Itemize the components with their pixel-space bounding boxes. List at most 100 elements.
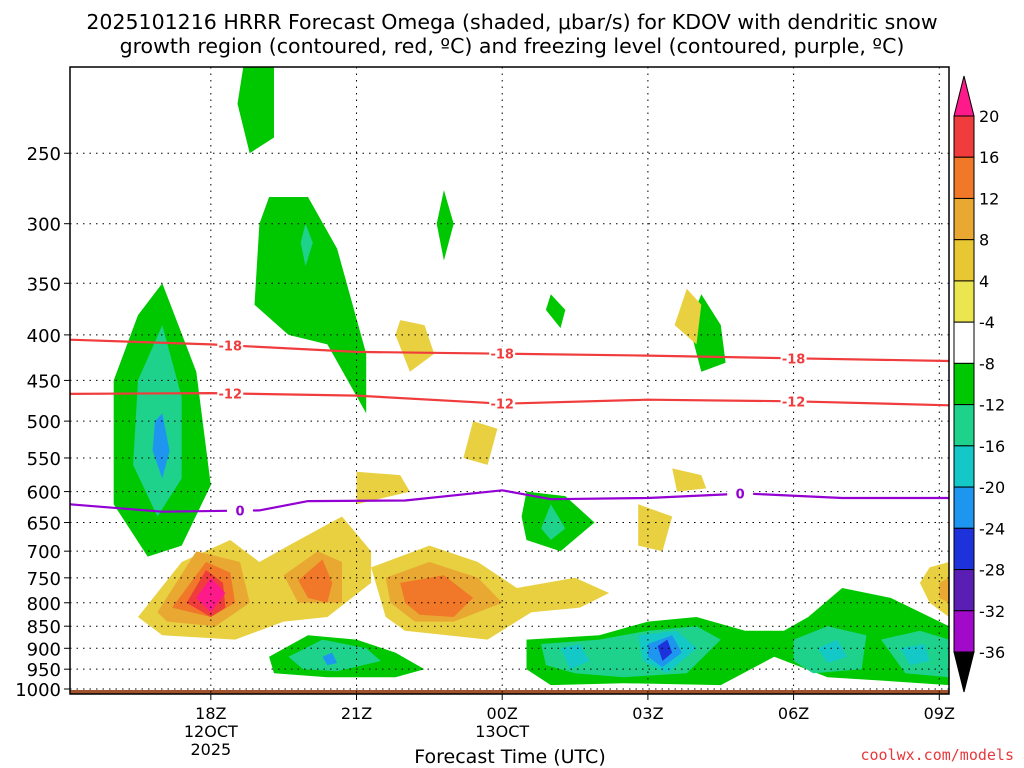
omega-region: [298, 559, 333, 603]
omega-region: [395, 320, 435, 372]
colorbar-tick-label: -16: [979, 437, 1005, 456]
colorbar-band: [953, 527, 975, 571]
colorbar-band: [953, 321, 975, 364]
colorbar-tick-label: 16: [979, 148, 999, 167]
contour-label: 0: [736, 488, 745, 503]
x-tick-label: 03Z: [632, 704, 663, 723]
colorbar-band: [953, 486, 975, 529]
colorbar-tick-label: -36: [979, 643, 1005, 662]
colorbar-band: [953, 569, 975, 612]
omega-region: [900, 644, 930, 666]
y-tick-label: 300: [27, 215, 61, 236]
x-tick-label: 06Z: [778, 704, 809, 723]
colorbar-band: [953, 115, 975, 158]
omega-region: [400, 575, 474, 617]
x-tick-label: 12OCT: [184, 722, 238, 741]
contour-label: -12: [782, 395, 806, 410]
y-tick-label: 600: [27, 483, 61, 504]
contour-label-bg: [489, 396, 516, 411]
colorbar-tick-label: -24: [979, 519, 1005, 538]
omega-region: [939, 577, 949, 603]
contour-label: -18: [782, 352, 806, 367]
contour-label: -12: [490, 398, 514, 413]
y-tick-label: 700: [27, 542, 61, 563]
x-tick-label: 21Z: [341, 704, 372, 723]
x-tick-label: 2025: [190, 740, 231, 759]
temperature-contours: -18 -18 -18 -12 -12 -12 0 0: [70, 338, 949, 520]
contour-label: -18: [219, 339, 243, 354]
chart-title-line2: growth region (contoured, red, ºC) and f…: [120, 34, 905, 58]
contour-label-bg: [727, 486, 754, 501]
contour-label: -18: [490, 348, 514, 363]
omega-region: [545, 294, 566, 329]
y-tick-label: 1000: [15, 680, 61, 701]
omega-region: [196, 577, 226, 613]
omega-shading: [113, 67, 949, 686]
omega-region: [541, 504, 566, 540]
contour-label-bg: [226, 503, 253, 518]
colorbar-tick-label: 20: [979, 107, 999, 126]
omega-region: [254, 197, 367, 414]
y-tick-label: 900: [27, 639, 61, 660]
omega-region: [463, 421, 498, 465]
omega-region: [356, 471, 410, 505]
omega-region: [237, 67, 274, 154]
omega-region: [152, 413, 170, 479]
colorbar-band: [953, 610, 975, 653]
contour-label-bg: [217, 338, 244, 353]
omega-region: [288, 639, 381, 672]
y-tick-label: 750: [27, 569, 61, 590]
colorbar-band: [953, 156, 975, 199]
colorbar-band: [953, 280, 975, 323]
colorbar-tick-label: -8: [979, 354, 995, 373]
contour-label: 0: [235, 505, 244, 520]
contour-label-bg: [217, 386, 244, 401]
y-tick-label: 800: [27, 594, 61, 615]
colorbar-tick-label: -28: [979, 561, 1005, 580]
y-tick-label: 850: [27, 617, 61, 638]
colorbar-band: [953, 445, 975, 488]
omega-region: [322, 652, 338, 666]
y-tick-label: 500: [27, 412, 61, 433]
colorbar-band: [953, 362, 975, 406]
contour-label-bg: [780, 394, 807, 409]
omega-region: [436, 190, 454, 261]
colorbar-band: [953, 197, 975, 241]
omega-region: [560, 644, 590, 670]
colorbar-band: [953, 404, 975, 447]
grid-lines: [70, 67, 949, 694]
omega-region: [817, 639, 847, 663]
colorbar-tick-label: -32: [979, 602, 1005, 621]
omega-region: [674, 288, 702, 345]
colorbar-tick-label: -4: [979, 313, 995, 332]
y-tick-label: 250: [27, 144, 61, 165]
y-axis: 2503003504004505005506006507007508008509…: [15, 144, 70, 701]
x-tick-label: 18Z: [195, 704, 226, 723]
colorbar-tick-label: 4: [979, 272, 989, 291]
y-tick-label: 650: [27, 514, 61, 535]
colorbar-tick-label: 12: [979, 189, 999, 208]
colorbar-tick-label: -12: [979, 396, 1005, 415]
omega-region: [657, 639, 673, 661]
y-tick-label: 350: [27, 274, 61, 295]
colorbar-top-arrow: [953, 75, 975, 117]
colorbar: 20 16 12 8 4 -4 -8 -12 -16 -20 -24 -28 -32 -36: [953, 75, 1005, 693]
colorbar-band: [953, 239, 975, 282]
colorbar-tick-label: 8: [979, 231, 989, 250]
y-tick-label: 400: [27, 326, 61, 347]
ground-surface: [70, 690, 949, 694]
x-tick-label: 13OCT: [475, 722, 529, 741]
y-tick-label: 550: [27, 449, 61, 470]
x-tick-label: 00Z: [487, 704, 518, 723]
credit-text: coolwx.com/models: [860, 746, 1014, 764]
x-axis-label: Forecast Time (UTC): [414, 746, 605, 768]
y-tick-label: 450: [27, 371, 61, 392]
y-tick-label: 950: [27, 660, 61, 681]
omega-region: [300, 223, 313, 267]
x-tick-label: 09Z: [924, 704, 955, 723]
omega-region: [672, 468, 707, 492]
contour-label-bg: [489, 346, 516, 361]
contour-label: -12: [219, 387, 243, 402]
